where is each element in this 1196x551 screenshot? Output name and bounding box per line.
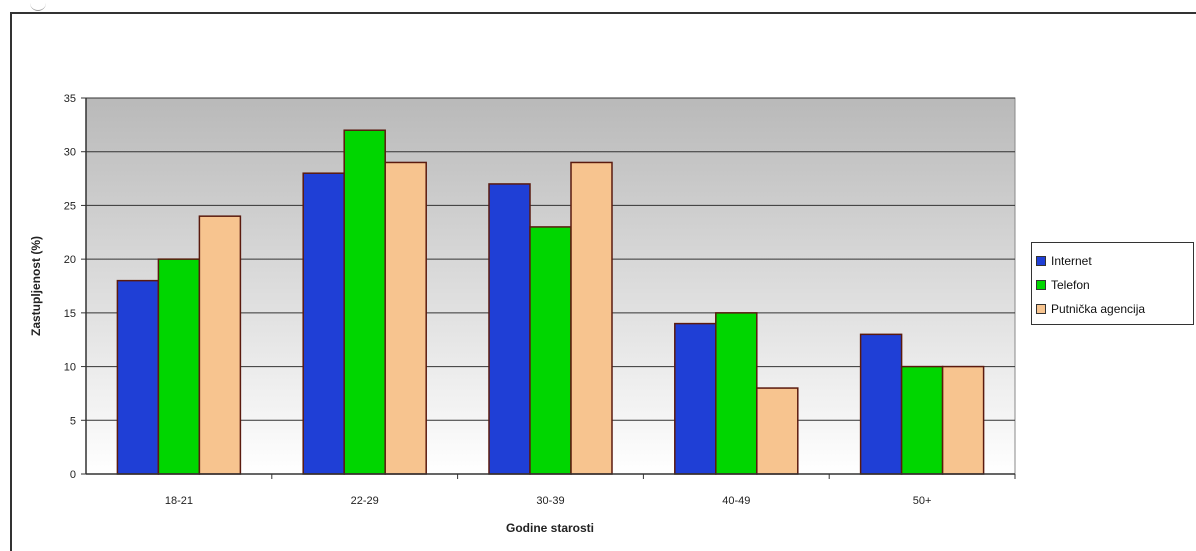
bar-putni-ka-agencija-40-49 [756,387,799,475]
bar-telefon-22-29 [343,129,386,475]
bar-internet-50- [859,333,903,475]
legend-swatch-telefon [1036,280,1046,290]
bar-telefon-50- [900,365,944,475]
x-tick-label: 22-29 [351,495,379,507]
legend-label-telefon: Telefon [1051,278,1090,292]
y-tick-label: 20 [64,254,76,266]
bar-telefon-18-21 [157,258,201,475]
y-tick-labels: 0 5 10 15 20 25 30 35 [64,93,76,481]
y-tick-label: 10 [64,362,76,374]
bar-putni-ka-agencija-18-21 [198,215,242,475]
bar-putni-ka-agencija-50- [941,365,985,475]
y-tick-label: 25 [64,200,76,212]
bar-telefon-30-39 [529,226,572,475]
x-tick-label: 30-39 [536,495,564,507]
legend-label-putnicka-agencija: Putnička agencija [1051,302,1146,316]
legend-swatch-putnicka-agencija [1036,304,1046,314]
bars [116,129,985,475]
x-tick-label: 40-49 [722,495,750,507]
legend: Internet Telefon Putnička agencija [1031,242,1194,325]
y-tick-label: 35 [64,93,76,105]
y-tick-label: 30 [64,147,76,159]
axes [81,97,1016,479]
y-tick-label: 15 [64,308,76,320]
bar-internet-40-49 [674,322,717,475]
legend-swatch-internet [1036,256,1046,266]
y-tick-label: 0 [70,469,76,481]
legend-item-internet: Internet [1036,249,1189,273]
x-tick-labels: 18-21 22-29 30-39 40-49 50+ [165,495,932,507]
y-tick-label: 5 [70,415,76,427]
corner-mark [30,0,46,11]
legend-item-telefon: Telefon [1036,273,1189,297]
bar-telefon-40-49 [715,312,758,475]
legend-label-internet: Internet [1051,254,1092,268]
legend-item-putnicka-agencija: Putnička agencija [1036,297,1189,321]
y-axis-title: Zastupljenost (%) [29,236,43,336]
x-tick-label: 18-21 [165,495,193,507]
bar-putni-ka-agencija-30-39 [570,161,613,475]
bar-putni-ka-agencija-22-29 [384,161,427,475]
x-tick-label: 50+ [913,495,932,507]
x-axis-title: Godine starosti [506,521,594,535]
bar-internet-30-39 [488,183,531,475]
bar-internet-18-21 [116,279,160,475]
bar-internet-22-29 [302,172,345,475]
